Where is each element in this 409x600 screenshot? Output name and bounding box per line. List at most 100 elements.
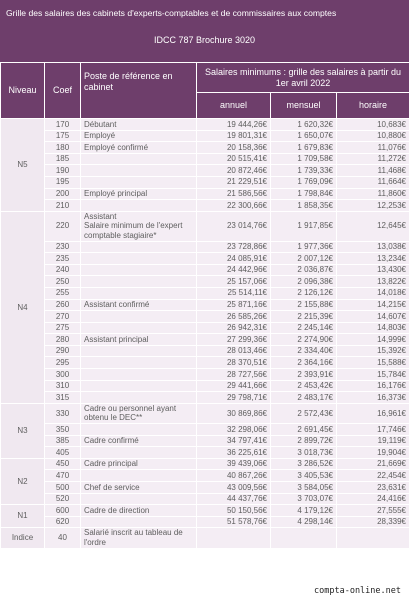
coef-cell: 175: [44, 129, 81, 143]
poste-cell: Assistant principal: [80, 333, 197, 346]
table-row: 185 20 515,41€ 1 709,58€ 11,272€: [1, 152, 409, 166]
annuel-cell: 28 013,46€: [196, 344, 271, 358]
mensuel-cell: 2 364,16€: [270, 356, 337, 370]
horaire-cell: 10,880€: [336, 129, 409, 143]
annuel-cell: 27 299,36€: [196, 333, 271, 346]
poste-cell: [80, 492, 197, 506]
coef-cell: 330: [44, 402, 81, 425]
mensuel-cell: 2 096,38€: [270, 275, 337, 288]
poste-cell: [80, 321, 197, 335]
poste-cell: [80, 263, 197, 277]
coef-cell: 450: [44, 457, 81, 471]
annuel-cell: 32 298,06€: [196, 423, 271, 436]
horaire-cell: 11,664€: [336, 175, 409, 189]
poste-line: Salaire minimum de l'expert comptable st…: [84, 221, 183, 240]
coef-cell: 220: [44, 210, 81, 242]
coef-cell: 290: [44, 344, 81, 358]
table-row: 290 28 013,46€ 2 334,40€ 15,392€: [1, 344, 409, 358]
annuel-cell: 25 514,11€: [196, 286, 271, 300]
table-row: 230 23 728,86€ 1 977,36€ 13,038€: [1, 240, 409, 254]
coef-cell: 295: [44, 356, 81, 370]
mensuel-cell: 3 018,73€: [270, 446, 337, 459]
mensuel-cell: 2 393,91€: [270, 368, 337, 381]
table-row: 385 Cadre confirmé 34 797,41€ 2 899,72€ 19,1…: [1, 434, 409, 448]
horaire-cell: 14,607€: [336, 310, 409, 323]
mensuel-cell: 3 405,53€: [270, 469, 337, 482]
mensuel-cell: 3 286,52€: [270, 457, 337, 471]
horaire-cell: 27,555€: [336, 504, 409, 517]
horaire-cell: 19,119€: [336, 434, 409, 448]
poste-cell: [80, 286, 197, 300]
niveau-cell: N1: [0, 504, 45, 529]
mensuel-cell: 1 709,58€: [270, 152, 337, 166]
title: Grille des salaires des cabinets d'exper…: [6, 8, 337, 18]
coef-cell: 250: [44, 275, 81, 288]
annuel-cell: 25 157,06€: [196, 275, 271, 288]
mensuel-cell: 2 691,45€: [270, 423, 337, 436]
annuel-cell: 19 444,26€: [196, 118, 271, 131]
annuel-cell: 26 942,31€: [196, 321, 271, 335]
horaire-cell: 10,683€: [336, 118, 409, 131]
horaire-cell: 11,468€: [336, 164, 409, 177]
niveau-cell: N5: [0, 118, 45, 212]
poste-cell: [80, 423, 197, 436]
horaire-cell: 16,176€: [336, 379, 409, 393]
coef-cell: 190: [44, 164, 81, 177]
mensuel-cell: 1 858,35€: [270, 199, 337, 212]
coef-cell: 195: [44, 175, 81, 189]
poste-cell: [80, 175, 197, 189]
coef-cell: 310: [44, 379, 81, 393]
horaire-cell: 14,215€: [336, 298, 409, 312]
annuel-cell: 20 158,36€: [196, 141, 271, 154]
poste-cell: [80, 368, 197, 381]
table-row: 240 24 442,96€ 2 036,87€ 13,430€: [1, 263, 409, 277]
horaire-cell: 11,860€: [336, 187, 409, 201]
poste-cell: [80, 199, 197, 212]
horaire-cell: 14,999€: [336, 333, 409, 346]
coef-cell: 520: [44, 492, 81, 506]
coef-cell: 385: [44, 434, 81, 448]
site-footer: compta-online.net: [312, 586, 403, 596]
annuel-cell: [196, 527, 271, 549]
mensuel-cell: [270, 527, 337, 549]
poste-cell: Assistant Salaire minimum de l'expert com…: [80, 210, 197, 242]
mensuel-cell: 3 703,07€: [270, 492, 337, 506]
poste-cell: Débutant: [80, 118, 197, 131]
horaire-cell: 23,631€: [336, 481, 409, 494]
mensuel-cell: 2 007,12€: [270, 252, 337, 265]
horaire-cell: 19,904€: [336, 446, 409, 459]
horaire-cell: [336, 527, 409, 549]
poste-cell: [80, 379, 197, 393]
poste-cell: Employé: [80, 129, 197, 143]
coef-cell: 500: [44, 481, 81, 494]
poste-cell: Cadre confirmé: [80, 434, 197, 448]
table-row: N1 600 Cadre de direction 50 150,56€ 4 179,1…: [0, 504, 409, 529]
header: Grille des salaires des cabinets d'exper…: [0, 0, 409, 62]
poste-cell: [80, 356, 197, 370]
horaire-cell: 21,669€: [336, 457, 409, 471]
annuel-cell: 30 869,86€: [196, 402, 271, 425]
annuel-cell: 20 872,46€: [196, 164, 271, 177]
table-row: 195 21 229,51€ 1 769,09€ 11,664€: [1, 175, 409, 189]
col-header: Salaires minimums : grille des salaires …: [196, 62, 409, 93]
mensuel-cell: 1 798,84€: [270, 187, 337, 201]
poste-cell: [80, 164, 197, 177]
table-row: N2 450 Cadre principal 39 439,06€ 3 286,52€ 2…: [0, 457, 409, 506]
mensuel-cell: 2 274,90€: [270, 333, 337, 346]
annuel-cell: 25 871,16€: [196, 298, 271, 312]
annuel-cell: 34 797,41€: [196, 434, 271, 448]
annuel-cell: 24 442,96€: [196, 263, 271, 277]
horaire-cell: 11,272€: [336, 152, 409, 166]
niveau-cell: N2: [0, 457, 45, 506]
mensuel-cell: 2 215,39€: [270, 310, 337, 323]
table-row: 175 Employé 19 801,31€ 1 650,07€ 10,880€: [1, 129, 409, 143]
coef-cell: 170: [44, 118, 81, 131]
poste-line: Assistant: [84, 211, 117, 221]
annuel-cell: 24 085,91€: [196, 252, 271, 265]
table-row: 470 40 867,26€ 3 405,53€ 22,454€: [1, 469, 409, 482]
table-row: N3 330 Cadre ou personnel ayant obtenu le …: [0, 402, 409, 459]
coef-cell: 350: [44, 423, 81, 436]
mensuel-cell: 1 679,83€: [270, 141, 337, 154]
poste-cell: Cadre ou personnel ayant obtenu le DEC**: [80, 402, 197, 425]
